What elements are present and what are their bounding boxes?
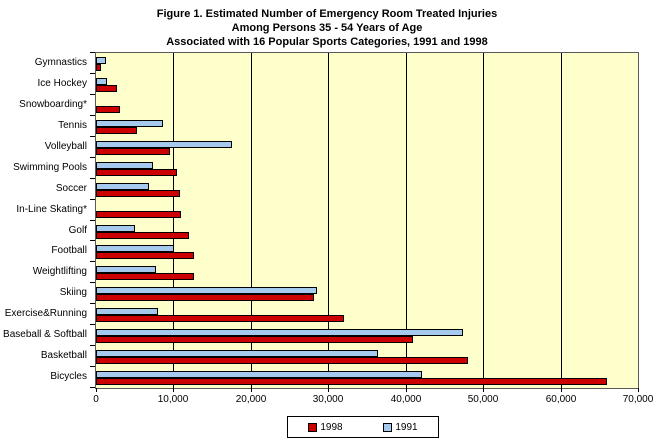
y-axis-tick — [90, 240, 95, 241]
y-axis-tick — [90, 178, 95, 179]
bar-1998 — [96, 169, 177, 176]
x-axis-tick — [96, 388, 97, 392]
category-label: Soccer — [55, 183, 87, 194]
legend-label-1991: 1991 — [395, 421, 418, 433]
bar-1991 — [96, 371, 422, 378]
plot-area — [95, 52, 639, 389]
gridline — [328, 53, 330, 388]
y-axis-tick — [90, 282, 95, 283]
bar-1991 — [96, 350, 378, 357]
x-axis-label: 0 — [93, 394, 99, 405]
category-label: Bicycles — [50, 371, 87, 382]
bar-1998 — [96, 127, 137, 134]
bar-1998 — [96, 64, 101, 71]
legend: 1998 1991 — [287, 416, 439, 438]
category-label: Golf — [68, 225, 87, 236]
bar-1991 — [96, 120, 163, 127]
x-axis-label: 30,000 — [312, 394, 344, 405]
x-axis-label: 60,000 — [545, 394, 577, 405]
x-axis-tick — [406, 388, 407, 392]
bar-1991 — [96, 287, 317, 294]
y-axis-tick — [90, 220, 95, 221]
bar-1991 — [96, 162, 153, 169]
bar-1991 — [96, 329, 463, 336]
bar-1998 — [96, 211, 181, 218]
x-axis-tick — [561, 388, 562, 392]
bar-1991 — [96, 245, 174, 252]
legend-label-1998: 1998 — [320, 421, 343, 433]
category-label: Swimming Pools — [13, 162, 87, 173]
chart-title-line-2: Among Persons 35 - 54 Years of Age — [231, 22, 423, 34]
y-axis-tick — [90, 261, 95, 262]
y-axis-tick — [90, 387, 95, 388]
x-axis-label: 50,000 — [467, 394, 499, 405]
bar-1991 — [96, 266, 156, 273]
category-label: Tennis — [58, 120, 87, 131]
category-label: Football — [51, 245, 87, 256]
category-label: Baseball & Softball — [3, 329, 87, 340]
y-axis-tick — [90, 303, 95, 304]
x-axis-tick — [173, 388, 174, 392]
bar-1998 — [96, 273, 194, 280]
y-axis-tick — [90, 94, 95, 95]
x-axis-tick — [638, 388, 639, 392]
bar-1991 — [96, 141, 232, 148]
chart-title-line-3: Associated with 16 Popular Sports Catego… — [166, 36, 488, 48]
chart-title: Figure 1. Estimated Number of Emergency … — [0, 7, 654, 49]
category-label: Skiing — [59, 287, 87, 298]
y-axis-tick — [90, 52, 95, 53]
chart-title-line-1: Figure 1. Estimated Number of Emergency … — [156, 8, 498, 20]
category-label: Ice Hockey — [37, 78, 87, 89]
bar-1998 — [96, 85, 117, 92]
bar-1991 — [96, 225, 135, 232]
legend-swatch-1998 — [308, 422, 318, 432]
y-axis-tick — [90, 324, 95, 325]
y-axis-tick — [90, 345, 95, 346]
bar-1998 — [96, 336, 413, 343]
legend-item-1991: 1991 — [383, 421, 418, 433]
bar-1998 — [96, 232, 189, 239]
bar-1991 — [96, 57, 106, 64]
gridline — [560, 53, 562, 388]
y-axis-tick — [90, 136, 95, 137]
gridline — [250, 53, 252, 388]
y-axis-tick — [90, 157, 95, 158]
y-axis-tick — [90, 199, 95, 200]
x-axis-tick — [483, 388, 484, 392]
y-axis-tick — [90, 115, 95, 116]
y-axis-tick — [90, 366, 95, 367]
x-axis-label: 70,000 — [622, 394, 654, 405]
bar-1998 — [96, 148, 170, 155]
category-label: Exercise&Running — [4, 308, 87, 319]
gridline — [173, 53, 175, 388]
bar-1998 — [96, 106, 120, 113]
bar-1998 — [96, 357, 468, 364]
x-axis-label: 40,000 — [390, 394, 422, 405]
bar-1991 — [96, 183, 149, 190]
legend-swatch-1991 — [383, 422, 393, 432]
x-axis-label: 20,000 — [235, 394, 267, 405]
bar-1998 — [96, 378, 607, 385]
category-label: Basketball — [40, 350, 87, 361]
gridline — [405, 53, 407, 388]
legend-item-1998: 1998 — [308, 421, 343, 433]
category-label: Weightlifting — [32, 266, 87, 277]
bar-1998 — [96, 252, 194, 259]
bar-1991 — [96, 308, 158, 315]
x-axis-tick — [251, 388, 252, 392]
bar-1998 — [96, 294, 314, 301]
bar-1991 — [96, 78, 107, 85]
category-label: Gymnastics — [34, 57, 87, 68]
x-axis-label: 10,000 — [157, 394, 189, 405]
bar-1998 — [96, 190, 180, 197]
category-label: Snowboarding* — [19, 99, 87, 110]
y-axis-tick — [90, 73, 95, 74]
category-label: In-Line Skating* — [16, 204, 87, 215]
x-axis-tick — [328, 388, 329, 392]
gridline — [483, 53, 485, 388]
category-label: Volleyball — [44, 141, 87, 152]
bar-1998 — [96, 315, 344, 322]
